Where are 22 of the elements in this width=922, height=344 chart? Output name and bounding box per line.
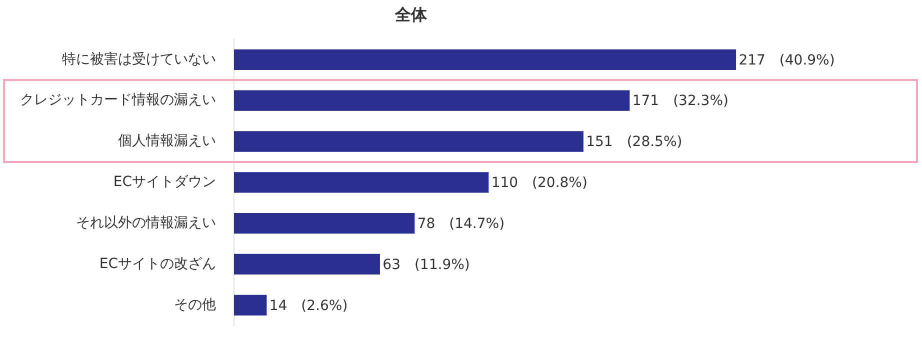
bar — [234, 212, 415, 234]
data-label: 14 (2.6%) — [269, 298, 348, 314]
data-label: 151 (28.5%) — [586, 134, 682, 150]
bar — [234, 90, 630, 111]
data-label: 78 (14.7%) — [417, 216, 505, 232]
y-tick-label: 特に被害は受けていない — [62, 51, 216, 68]
bar — [234, 172, 489, 193]
bar — [234, 254, 380, 275]
y-tick-label: それ以外の情報漏えい — [76, 214, 216, 231]
bar — [234, 131, 584, 152]
chart-title: 全体 — [394, 4, 428, 24]
y-tick-label: その他 — [174, 296, 216, 313]
bar — [234, 294, 267, 316]
data-label: 217 (40.9%) — [738, 52, 835, 68]
data-label: 110 (20.8%) — [491, 175, 588, 192]
y-tick-label: 個人情報漏えい — [118, 133, 216, 150]
y-tick-label: クレジットカード情報の漏えい — [20, 92, 216, 108]
bar — [234, 49, 736, 70]
data-label: 171 (32.3%) — [632, 93, 728, 110]
y-tick-label: ECサイトダウン — [113, 174, 216, 190]
data-label: 63 (11.9%) — [382, 256, 470, 273]
y-tick-label: ECサイトの改ざん — [99, 256, 216, 272]
